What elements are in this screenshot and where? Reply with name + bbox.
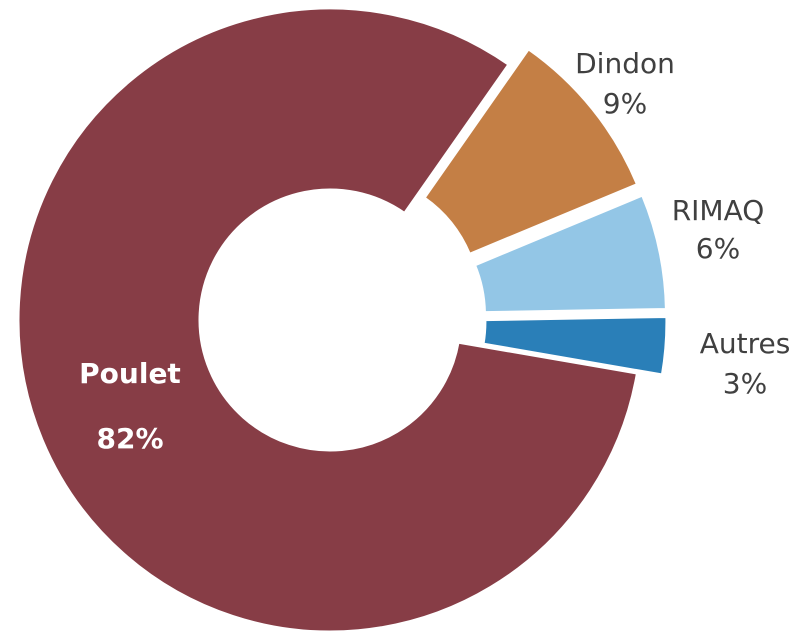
- value-label: 82%: [96, 422, 163, 455]
- slice: [481, 314, 669, 377]
- value-label: 3%: [723, 367, 767, 400]
- slice-label: RIMAQ: [672, 194, 765, 227]
- slice-label: Dindon: [575, 47, 675, 80]
- slice: [472, 193, 668, 315]
- slice-label: Autres: [700, 327, 791, 360]
- slice: [16, 6, 640, 634]
- slice: [421, 46, 640, 257]
- value-label: 9%: [603, 87, 647, 120]
- value-label: 6%: [696, 232, 740, 265]
- slice-label: Poulet: [79, 357, 181, 390]
